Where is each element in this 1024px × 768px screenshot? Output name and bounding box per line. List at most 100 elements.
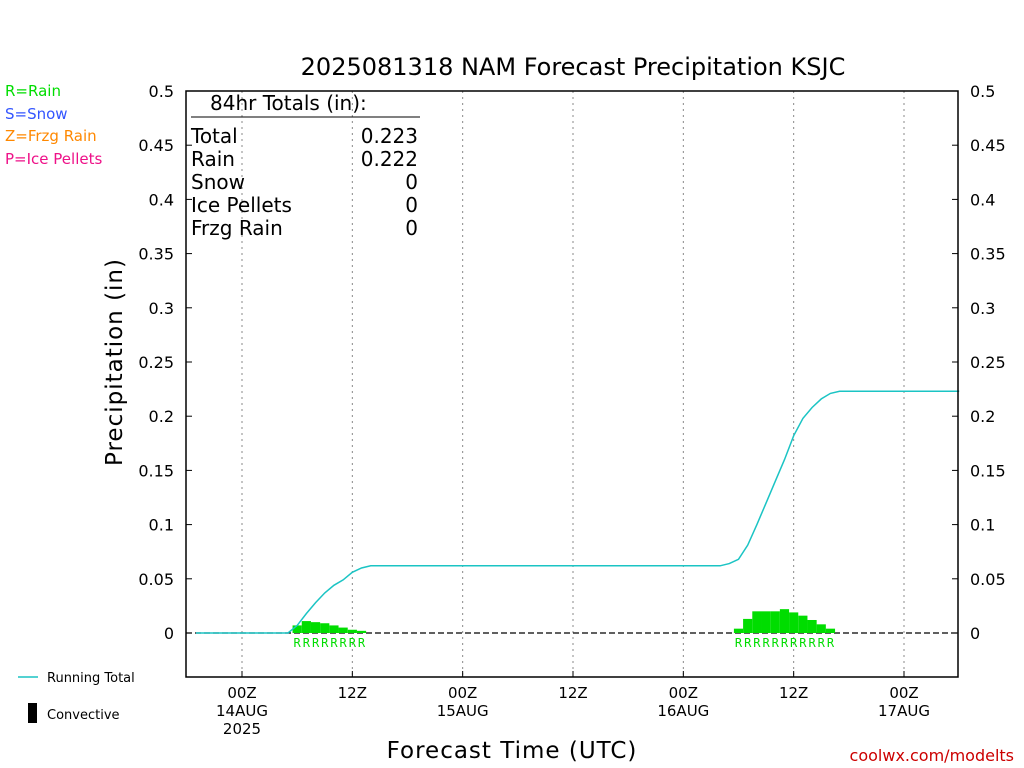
rain-bar <box>825 628 836 633</box>
y-tick-label-left: 0.05 <box>138 570 174 589</box>
totals-row-label: Snow <box>191 170 245 194</box>
y-tick-label-left: 0.35 <box>138 245 174 264</box>
rain-bar <box>310 622 321 633</box>
x-tick-label: 12Z <box>558 684 587 702</box>
x-tick-label: 12Z <box>338 684 367 702</box>
rain-bar <box>816 624 826 633</box>
running-total-line <box>196 390 960 634</box>
rain-bar <box>779 609 790 633</box>
y-tick-label-left: 0.15 <box>138 461 174 480</box>
precip-type-code: R <box>790 636 798 650</box>
y-tick-label-right: 0.15 <box>970 461 1006 480</box>
rain-bar <box>329 625 339 633</box>
convective-legend-label: Convective <box>47 708 120 723</box>
precip-type-code: R <box>744 636 752 650</box>
precip-type-key: R=Rain S=Snow Z=Frzg Rain P=Ice Pellets <box>5 82 102 168</box>
key-rain: R=Rain <box>5 82 61 100</box>
x-tick-label: 15AUG <box>437 702 489 720</box>
rain-bar <box>743 618 753 633</box>
rain-bar <box>347 629 357 633</box>
precip-type-code: R <box>827 636 835 650</box>
precip-type-code: R <box>340 636 348 650</box>
rain-bar <box>789 612 799 633</box>
y-tick-label-right: 0.45 <box>970 136 1006 155</box>
rain-bar <box>770 611 780 633</box>
key-ice-pellets: P=Ice Pellets <box>5 150 102 168</box>
totals-row-label: Frzg Rain <box>191 216 283 240</box>
totals-row-value: 0.223 <box>361 124 418 148</box>
precip-type-code: R <box>762 636 770 650</box>
y-tick-label-left: 0.2 <box>149 407 174 426</box>
totals-row-label: Ice Pellets <box>191 193 292 217</box>
x-tick-label: 14AUG <box>216 702 268 720</box>
precip-type-code: R <box>781 636 789 650</box>
totals-header: 84hr Totals (in): <box>210 91 367 115</box>
x-tick-label: 00Z <box>669 684 698 702</box>
x-tick-label: 12Z <box>779 684 808 702</box>
x-tick-label: 17AUG <box>878 702 930 720</box>
rain-bar <box>338 627 348 633</box>
totals-row-value: 0 <box>405 170 418 194</box>
x-axis-label: Forecast Time (UTC) <box>387 738 638 764</box>
y-tick-label-right: 0.1 <box>970 516 995 535</box>
y-tick-label-right: 0.2 <box>970 407 995 426</box>
y-tick-label-right: 0.05 <box>970 570 1006 589</box>
precip-type-code: R <box>735 636 743 650</box>
precip-type-code: R <box>808 636 816 650</box>
y-tick-label-right: 0.4 <box>970 190 995 209</box>
x-tick-label: 2025 <box>223 720 261 738</box>
y-tick-label-left: 0.25 <box>138 353 174 372</box>
totals-row-value: 0 <box>405 193 418 217</box>
rain-bar <box>807 619 817 633</box>
y-tick-label-left: 0.5 <box>149 82 174 101</box>
x-tick-label: 16AUG <box>657 702 709 720</box>
chart-title: 2025081318 NAM Forecast Precipitation KS… <box>301 53 846 81</box>
rain-bar <box>356 630 367 633</box>
precip-type-code: R <box>358 636 366 650</box>
y-tick-label-right: 0.35 <box>970 245 1006 264</box>
totals-row-value: 0.222 <box>361 147 418 171</box>
series-legend: Running Total Convective <box>18 671 135 723</box>
precip-type-code: R <box>753 636 761 650</box>
y-tick-label-right: 0.25 <box>970 353 1006 372</box>
precip-type-code: R <box>772 636 780 650</box>
totals-box: 84hr Totals (in): Total 0.223 Rain 0.222 Sno… <box>190 91 420 240</box>
precip-type-code: R <box>312 636 320 650</box>
rain-bars <box>292 609 836 633</box>
x-tick-label: 00Z <box>889 684 918 702</box>
right-y-axis: 0 0.05 0.1 0.15 0.2 0.25 0.3 0.35 0.4 0.45 0.5 <box>952 82 1006 643</box>
key-frzg-rain: Z=Frzg Rain <box>5 127 97 145</box>
rain-bar <box>798 615 808 633</box>
rain-bar <box>320 623 330 633</box>
precip-type-code: R <box>818 636 826 650</box>
y-tick-label-left: 0.3 <box>149 299 174 318</box>
y-tick-label-left: 0.1 <box>149 516 174 535</box>
totals-row-label: Total <box>190 124 238 148</box>
precip-type-code: R <box>330 636 338 650</box>
y-tick-label-left: 0.45 <box>138 136 174 155</box>
precip-type-code: R <box>349 636 357 650</box>
rain-bar <box>301 621 311 633</box>
y-tick-label-right: 0.5 <box>970 82 995 101</box>
precip-type-code: R <box>799 636 807 650</box>
y-axis-label: Precipitation (in) <box>102 258 128 466</box>
credit-text: coolwx.com/modelts <box>850 746 1014 765</box>
totals-row-label: Rain <box>191 147 235 171</box>
rain-bar <box>761 611 771 633</box>
left-y-axis: 0 0.05 0.1 0.15 0.2 0.25 0.3 0.35 0.4 0.45 0.5 <box>138 82 192 643</box>
rain-bar <box>733 628 744 633</box>
precip-type-code: R <box>294 636 302 650</box>
y-tick-label-left: 0 <box>164 624 174 643</box>
rain-bar <box>292 625 302 633</box>
y-tick-label-left: 0.4 <box>149 190 174 209</box>
y-tick-label-right: 0.3 <box>970 299 995 318</box>
precip-type-code: R <box>321 636 329 650</box>
vertical-grid <box>241 91 905 677</box>
convective-legend-swatch <box>28 703 37 723</box>
y-tick-label-right: 0 <box>970 624 980 643</box>
rain-bar <box>752 611 762 633</box>
running-total-legend-label: Running Total <box>47 671 135 686</box>
